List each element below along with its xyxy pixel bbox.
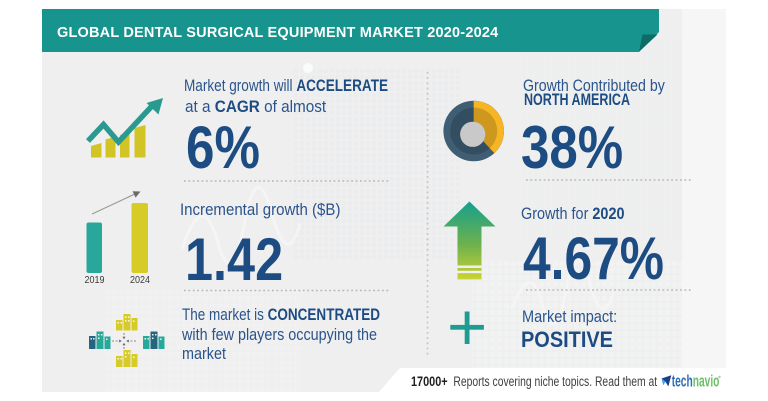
svg-text:2024: 2024 bbox=[130, 274, 150, 286]
svg-text:technavio: technavio bbox=[672, 372, 720, 390]
svg-text:2019: 2019 bbox=[85, 274, 105, 286]
